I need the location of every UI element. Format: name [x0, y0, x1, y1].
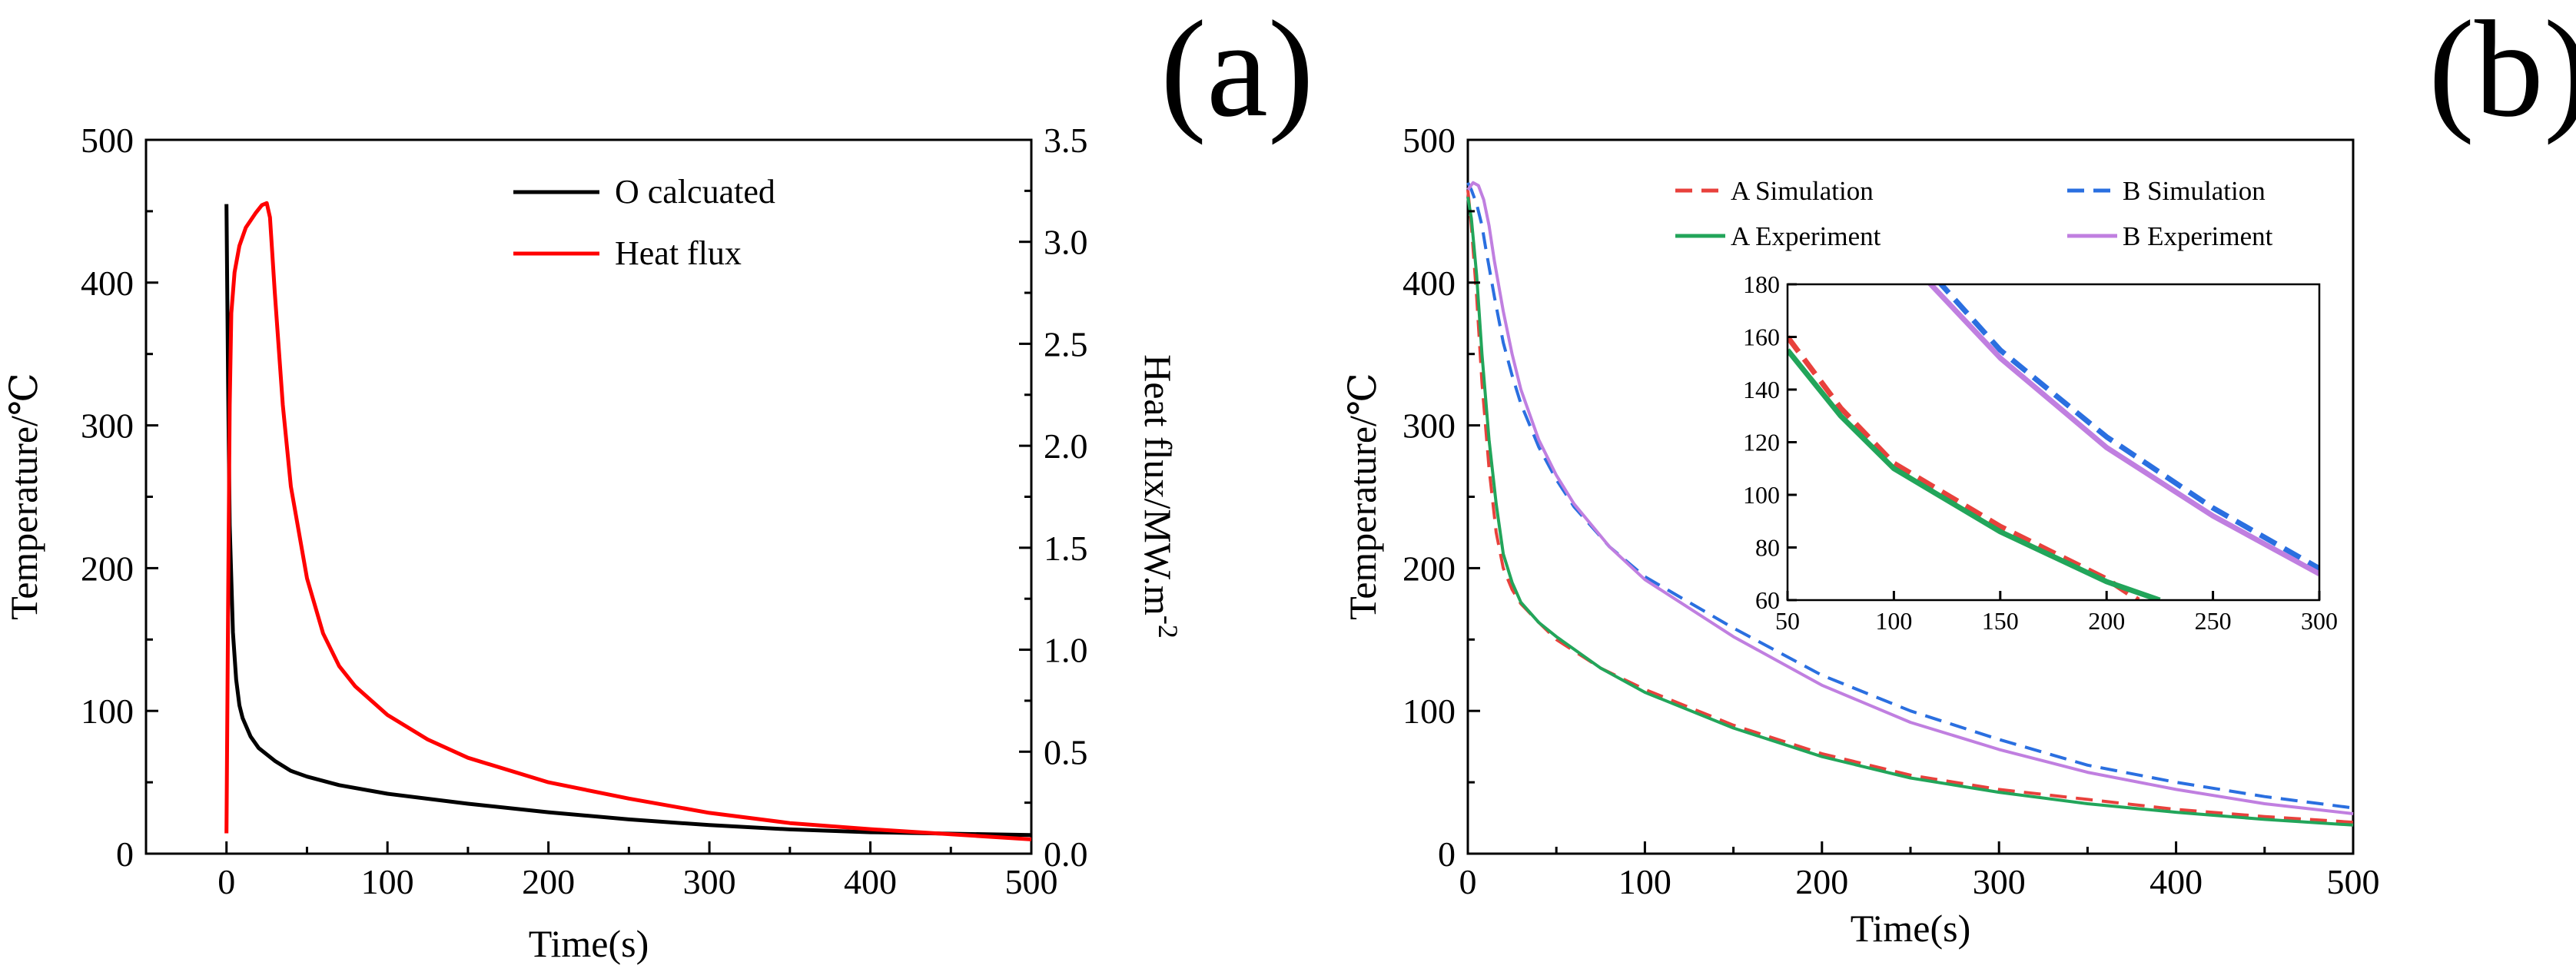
chart-a-y2tick-label: 3.0	[1044, 223, 1088, 262]
chart-b-series-b-simulation	[1466, 181, 2354, 810]
chart-b-series-a-simulation	[1466, 189, 2354, 824]
chart-b-series-b-experiment	[1466, 181, 2354, 815]
chart-a-ytick-label: 0	[116, 834, 134, 874]
legend-a-label-o-calcuated: O calcuated	[615, 173, 775, 211]
chart-a-legend: O calcuated Heat flux	[513, 173, 775, 272]
chart-a-y2tick-label: 0.5	[1044, 732, 1088, 771]
chart-b-inset-xtick-label: 100	[1875, 607, 1912, 635]
chart-b-inset-ytick-label: 140	[1743, 376, 1780, 403]
chart-b-ytick-label: 300	[1403, 406, 1456, 446]
chart-b-xtick-label: 500	[2327, 862, 2380, 901]
chart-a-ytick-label: 300	[81, 406, 134, 446]
chart-a: 0 100 200 300 400 500 0 100 200 300 400 500 0.0 0.5…	[2, 121, 1183, 965]
chart-a-y2tick-label: 0.0	[1044, 834, 1088, 874]
chart-b-ytick-label: 0	[1438, 834, 1456, 874]
chart-b-inset-series-b-simulation	[1937, 284, 2319, 571]
chart-a-ytick-label: 400	[81, 264, 134, 303]
chart-a-xtick-label: 100	[361, 862, 414, 901]
chart-b-ytick-label: 100	[1403, 692, 1456, 731]
chart-b-xtick-label: 400	[2149, 862, 2203, 901]
chart-a-ylabel: Temperature/℃	[2, 373, 45, 620]
chart-a-ytick-label: 100	[81, 692, 134, 731]
chart-b-inset-xtick-label: 250	[2195, 607, 2232, 635]
chart-b-inset-ytick-label: 120	[1743, 429, 1780, 456]
chart-b-ytick-label: 500	[1403, 121, 1456, 160]
chart-b-xlabel: Time(s)	[1851, 907, 1971, 950]
chart-b-inset-xtick-label: 50	[1775, 607, 1800, 635]
panel-label-a: (a)	[1160, 0, 1314, 145]
chart-a-y2tick-label: 2.5	[1044, 324, 1088, 363]
chart-a-xtick-label: 0	[217, 862, 235, 901]
legend-b-label-a-simulation: A Simulation	[1731, 176, 1874, 206]
chart-b-inset-ytick-label: 160	[1743, 323, 1780, 351]
chart-b-ytick-label: 200	[1403, 549, 1456, 588]
chart-b-inset: 50 100 150 200 250 300 60 80 100 120 140 160 180	[1743, 270, 2338, 635]
chart-a-ytick-label: 500	[81, 121, 134, 160]
chart-a-ylabel2-text: Heat flux/MW.m	[1137, 354, 1180, 615]
chart-a-ylabel2-sup: -2	[1153, 615, 1183, 639]
chart-b-series-a-experiment	[1466, 196, 2354, 827]
chart-b-inset-ytick-label: 80	[1755, 534, 1780, 562]
chart-a-series-o-calcuated	[224, 204, 1032, 838]
chart-b-inset-series-a-simulation	[1788, 335, 2140, 600]
panel-label-b: (b)	[2428, 0, 2576, 145]
chart-b-xtick-label: 0	[1459, 862, 1477, 901]
chart-a-xtick-label: 500	[1005, 862, 1058, 901]
chart-b-xtick-label: 300	[1973, 862, 2026, 901]
legend-b-label-b-experiment: B Experiment	[2123, 221, 2273, 251]
chart-b-inset-xtick-label: 200	[2088, 607, 2125, 635]
chart-a-y2tick-label: 3.5	[1044, 121, 1088, 160]
chart-b-xtick-label: 200	[1795, 862, 1848, 901]
chart-b-ylabel: Temperature/℃	[1341, 373, 1384, 620]
chart-a-y2tick-label: 1.0	[1044, 631, 1088, 670]
chart-a-plot-frame	[144, 138, 1033, 855]
chart-b-inset-series-a-experiment	[1788, 348, 2161, 600]
chart-b-inset-ytick-label: 60	[1755, 586, 1780, 614]
chart-b-inset-ytick-label: 180	[1743, 270, 1780, 298]
chart-b: 0 100 200 300 400 500 0 100 200 300 400 500 Time(s…	[1341, 121, 2380, 950]
legend-b-label-b-simulation: B Simulation	[2123, 176, 2266, 206]
chart-b-legend: A Simulation B Simulation A Experiment B…	[1675, 176, 2273, 251]
chart-a-xtick-label: 300	[683, 862, 736, 901]
chart-a-ytick-label: 200	[81, 549, 134, 588]
chart-b-inset-xtick-label: 150	[1982, 607, 2019, 635]
chart-a-y2tick-label: 1.5	[1044, 529, 1088, 568]
chart-b-inset-background	[1788, 284, 2319, 600]
chart-b-ytick-label: 400	[1403, 264, 1456, 303]
chart-b-inset-xtick-label: 300	[2301, 607, 2338, 635]
chart-a-xtick-label: 200	[522, 862, 575, 901]
chart-a-series-heat-flux	[224, 201, 1032, 841]
chart-a-xlabel: Time(s)	[529, 922, 649, 965]
legend-a-label-heat-flux: Heat flux	[615, 234, 742, 272]
chart-a-y2tick-label: 2.0	[1044, 426, 1088, 466]
chart-b-xtick-label: 100	[1618, 862, 1671, 901]
legend-b-label-a-experiment: A Experiment	[1731, 221, 1881, 251]
chart-a-xtick-label: 400	[844, 862, 897, 901]
chart-a-ylabel2: Heat flux/MW.m-2	[1137, 354, 1183, 639]
chart-b-inset-series-b-experiment	[1927, 284, 2319, 576]
chart-b-inset-ytick-label: 100	[1743, 481, 1780, 509]
